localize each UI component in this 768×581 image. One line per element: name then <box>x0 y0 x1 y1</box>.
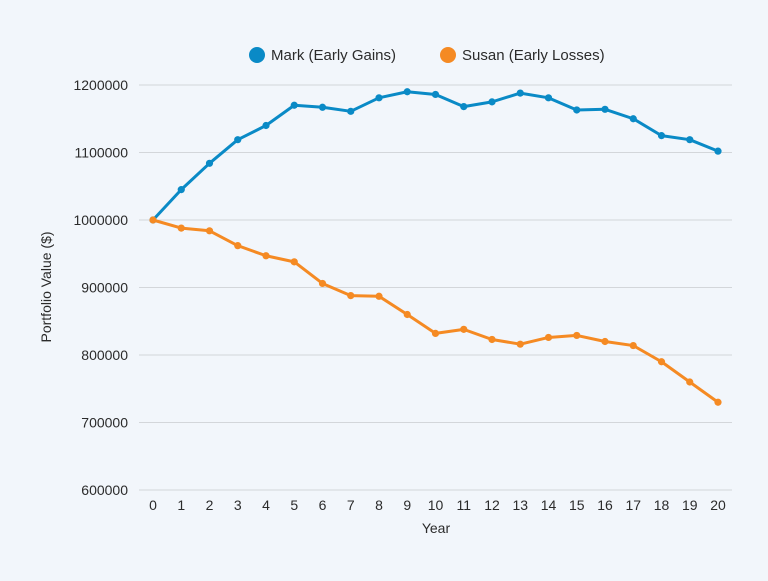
data-point <box>573 331 581 340</box>
data-point <box>403 88 411 96</box>
data-point <box>601 337 609 346</box>
x-tick-label: 13 <box>512 497 528 513</box>
data-point <box>234 242 242 250</box>
data-point <box>262 252 270 260</box>
data-point <box>403 310 411 319</box>
x-tick-label: 2 <box>206 497 214 513</box>
data-point <box>488 335 496 344</box>
data-point <box>629 115 637 123</box>
data-point <box>657 358 666 366</box>
legend-swatch-icon <box>249 47 265 63</box>
x-tick-label: 14 <box>541 497 557 513</box>
x-tick-label: 19 <box>682 497 698 513</box>
legend-label: Mark (Early Gains) <box>271 47 396 64</box>
data-point <box>686 378 694 386</box>
data-point <box>290 258 298 266</box>
x-tick-label: 6 <box>319 497 327 513</box>
data-point <box>234 136 242 144</box>
series-line <box>151 90 719 222</box>
data-point <box>205 159 214 167</box>
x-tick-label: 1 <box>177 497 185 513</box>
data-series <box>149 88 722 406</box>
x-tick-label: 5 <box>290 497 298 513</box>
data-point <box>149 216 157 224</box>
data-point <box>714 398 722 406</box>
x-tick-label: 3 <box>234 497 242 513</box>
data-point <box>177 224 185 232</box>
data-point <box>516 89 524 97</box>
x-tick-label: 8 <box>375 497 383 513</box>
data-point <box>262 121 270 130</box>
y-tick-label: 1200000 <box>73 77 128 93</box>
x-tick-label: 11 <box>456 497 471 513</box>
y-tick-label: 700000 <box>81 415 128 431</box>
data-point <box>544 94 553 102</box>
data-point <box>686 136 694 144</box>
x-tick-label: 17 <box>625 497 641 513</box>
x-tick-label: 18 <box>654 497 670 513</box>
data-point <box>460 325 468 333</box>
data-point <box>573 106 581 114</box>
data-point <box>488 98 496 106</box>
data-point <box>431 329 440 337</box>
x-tick-label: 16 <box>597 497 613 513</box>
x-tick-label: 15 <box>569 497 585 513</box>
y-tick-label: 1000000 <box>73 212 128 228</box>
x-axis-label: Year <box>422 520 451 536</box>
chart-legend: Mark (Early Gains) Susan (Early Losses) <box>249 47 605 64</box>
data-point <box>347 292 355 300</box>
x-axis-ticks: 0 1 2 3 4 5 6 7 8 9 10 11 12 13 14 15 16 17 18 19 20 <box>149 497 726 513</box>
x-tick-label: 20 <box>710 497 726 513</box>
series-mark <box>149 88 722 224</box>
data-point <box>601 105 609 113</box>
data-point <box>516 340 524 348</box>
x-tick-label: 0 <box>149 497 157 513</box>
data-point <box>290 101 298 109</box>
data-point <box>629 341 637 350</box>
grid-lines <box>139 84 732 491</box>
legend-swatch-icon <box>440 47 456 63</box>
data-point <box>657 132 666 140</box>
y-tick-label: 600000 <box>81 482 128 498</box>
data-point <box>318 279 327 288</box>
x-tick-label: 4 <box>262 497 270 513</box>
data-point <box>431 90 440 99</box>
y-axis-ticks: 600000 700000 800000 900000 1000000 1100000 12… <box>73 77 128 498</box>
data-point <box>347 107 355 115</box>
data-point <box>318 103 327 111</box>
legend-label: Susan (Early Losses) <box>462 47 605 64</box>
data-point <box>714 147 722 155</box>
x-tick-label: 7 <box>347 497 355 513</box>
x-tick-label: 9 <box>403 497 411 513</box>
data-point <box>375 94 383 102</box>
data-point <box>544 333 553 342</box>
x-tick-label: 12 <box>484 497 500 513</box>
legend-item-mark: Mark (Early Gains) <box>249 47 396 64</box>
x-tick-label: 10 <box>428 497 444 513</box>
data-point <box>177 186 185 194</box>
y-tick-label: 1100000 <box>75 145 129 161</box>
legend-item-susan: Susan (Early Losses) <box>440 47 605 64</box>
y-axis-label: Portfolio Value ($) <box>38 231 54 342</box>
series-susan <box>149 216 722 406</box>
y-tick-label: 800000 <box>81 347 128 363</box>
y-tick-label: 900000 <box>81 280 128 296</box>
data-point <box>205 227 214 235</box>
data-point <box>460 103 468 111</box>
data-point <box>375 292 383 300</box>
